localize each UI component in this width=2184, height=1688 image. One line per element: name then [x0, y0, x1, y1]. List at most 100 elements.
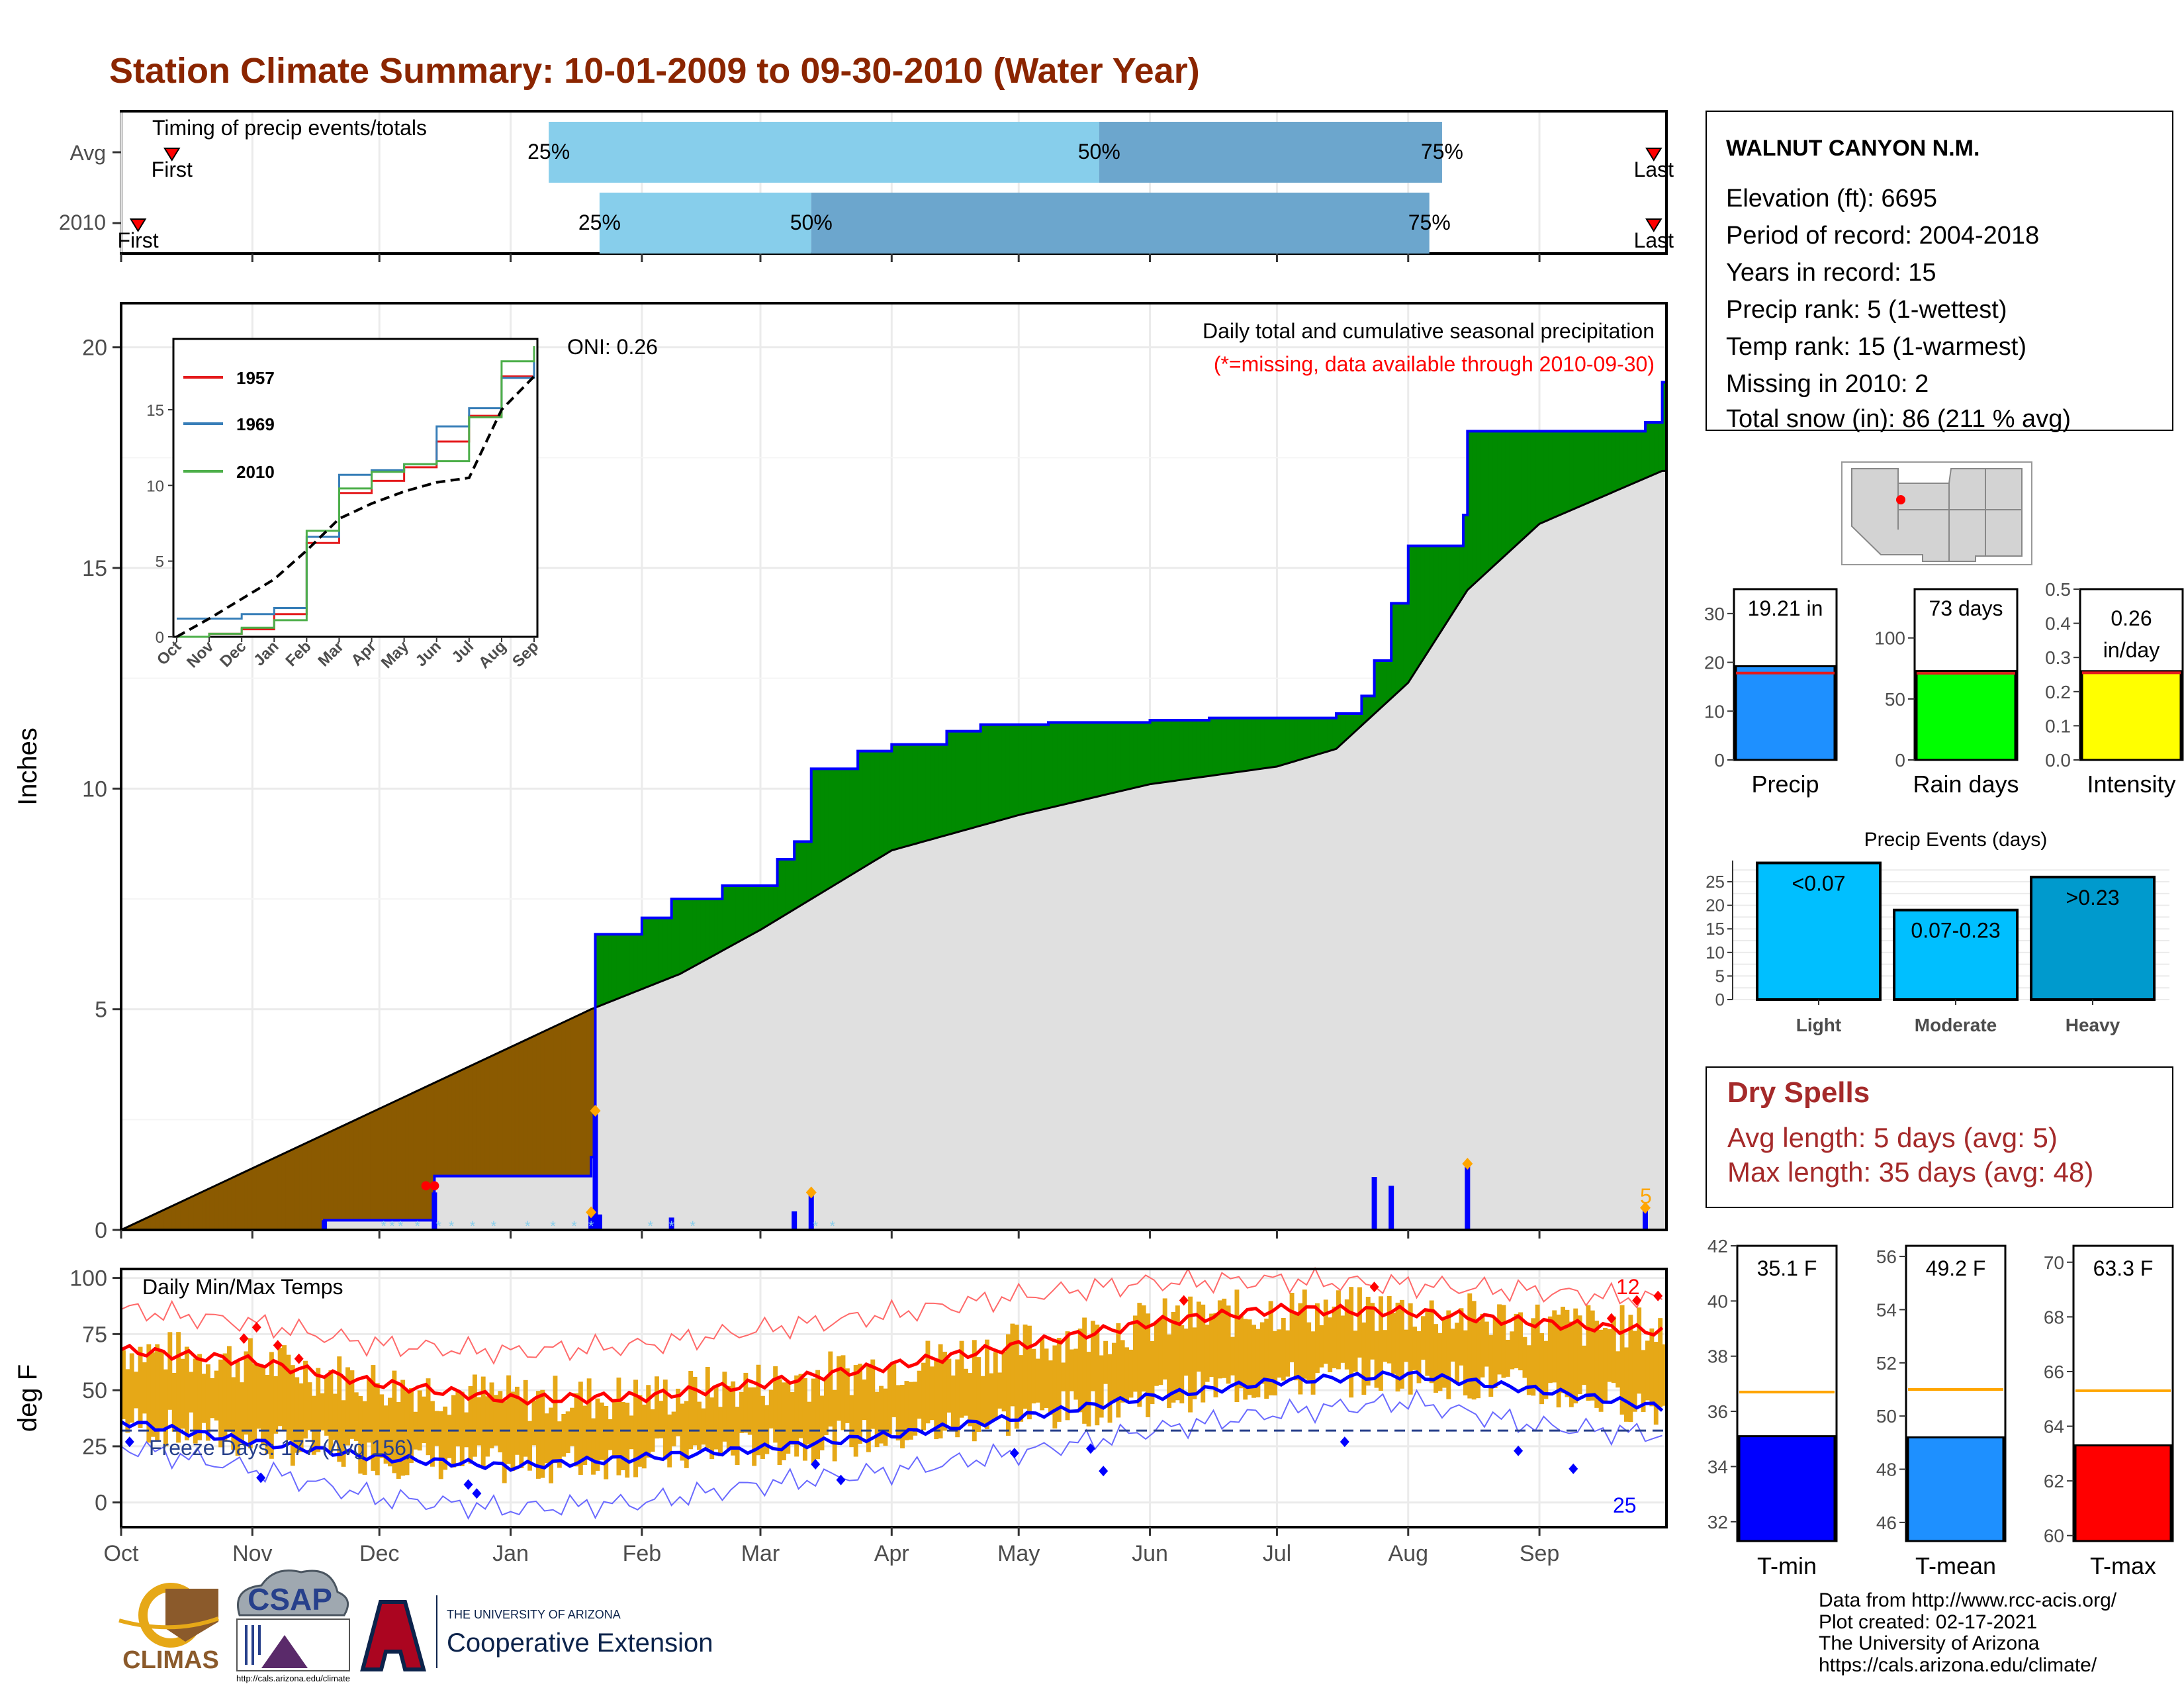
daily-temp-range-bar [1653, 1342, 1659, 1425]
daily-temp-range-bar [680, 1403, 685, 1461]
surplus-area [713, 898, 719, 957]
surplus-area [1399, 602, 1404, 692]
surplus-area [874, 751, 880, 862]
daily-temp-range-bar [823, 1378, 829, 1436]
events-xtick-label-0: Light [1796, 1015, 1841, 1035]
daily-temp-range-bar [768, 1389, 774, 1429]
mini-ytick-label: 20 [1704, 653, 1725, 673]
daily-temp-range-bar [1006, 1334, 1011, 1436]
trace-marker: * [690, 1218, 696, 1235]
daily-temp-range-bar [921, 1362, 926, 1430]
temp-value-label-1: 49.2 F [1926, 1256, 1986, 1280]
daily-temp-range-bar [1315, 1303, 1320, 1374]
climas-logo[interactable]: CLIMAS [118, 1583, 220, 1674]
daily-temp-range-bar [570, 1407, 575, 1446]
daily-temp-range-bar [561, 1413, 567, 1457]
university-of-arizona-logo[interactable]: THE UNIVERSITY OF ARIZONA Cooperative Ex… [360, 1595, 713, 1671]
deficit-area [396, 1098, 401, 1221]
csap-logo[interactable]: CSAP http://cals.arizona.edu/climate [236, 1570, 350, 1684]
daily-temp-range-bar [193, 1358, 198, 1444]
month-tick-label: Sep [1520, 1541, 1560, 1566]
daily-temp-range-bar [1196, 1301, 1201, 1372]
daily-temp-range-bar [468, 1385, 473, 1464]
daily-temp-range-bar [1628, 1315, 1633, 1423]
surplus-area [1120, 722, 1125, 792]
precip-count-label: 5 [1640, 1184, 1652, 1208]
deficit-area [527, 1036, 533, 1177]
surplus-area [959, 731, 964, 832]
daily-temp-range-bar [887, 1366, 892, 1434]
surplus-area [1569, 430, 1574, 512]
surplus-area [650, 917, 655, 986]
daily-temp-range-bar [535, 1391, 541, 1479]
daily-temp-range-bar [417, 1390, 422, 1451]
surplus-area [1594, 430, 1600, 501]
timing-label: Timing of precip events/totals [152, 116, 427, 140]
daily-temp-range-bar [256, 1364, 261, 1429]
surplus-area [1179, 720, 1185, 781]
station-snow: Total snow (in): 86 (211 % avg) [1726, 405, 2071, 433]
daily-temp-range-bar [163, 1369, 168, 1446]
precip-ytick-label: 5 [95, 998, 107, 1023]
mini-value-label-1: 73 days [1929, 596, 2003, 620]
daily-temp-range-bar [155, 1344, 160, 1441]
surplus-area [658, 917, 664, 983]
record-low-marker [1569, 1463, 1578, 1474]
daily-temp-range-bar [1399, 1299, 1404, 1389]
daily-temp-range-bar [832, 1389, 837, 1462]
station-elevation: Elevation (ft): 6695 [1726, 185, 1937, 212]
surplus-area [654, 917, 659, 985]
events-ytick-label: 0 [1715, 990, 1725, 1009]
precip-ytick-label: 20 [82, 336, 107, 361]
temp-axis-label-1: T-mean [1915, 1552, 1996, 1579]
timing-last-marker-1 [1645, 218, 1662, 232]
surplus-area [1035, 724, 1040, 812]
surplus-area [827, 768, 833, 890]
month-tick-label: Jun [1132, 1541, 1168, 1566]
surplus-area [599, 933, 604, 1007]
missing-marker [421, 1181, 431, 1191]
daily-temp-range-bar [1637, 1307, 1642, 1394]
daily-temp-range-bar [1535, 1304, 1540, 1387]
daily-temp-range-bar [1171, 1312, 1176, 1403]
daily-temp-range-bar [1010, 1323, 1015, 1407]
daily-temp-range-bar [1192, 1327, 1197, 1399]
daily-temp-range-bar [1383, 1330, 1388, 1362]
footer-credits: Data from http://www.rcc-acis.org/ Plot … [1819, 1589, 2117, 1676]
deficit-area [171, 1203, 177, 1231]
deficit-area [489, 1054, 494, 1177]
surplus-area [950, 731, 956, 835]
daily-temp-range-bar [1501, 1305, 1506, 1378]
mini-ytick-label: 0 [1895, 750, 1905, 771]
daily-temp-range-bar [434, 1411, 439, 1446]
daily-temp-range-bar [1539, 1333, 1544, 1405]
surplus-area [1187, 720, 1193, 780]
deficit-area [574, 1014, 579, 1177]
surplus-area [1018, 724, 1024, 816]
record-high-marker [251, 1322, 261, 1333]
surplus-area [1154, 720, 1159, 784]
daily-temp-range-bar [565, 1411, 570, 1454]
daily-temp-range-bar [353, 1392, 359, 1441]
surplus-area [1166, 720, 1172, 782]
temp-bar-ytick-label: 42 [1707, 1236, 1728, 1256]
surplus-area [1132, 722, 1138, 789]
daily-temp-range-bar [472, 1374, 477, 1457]
daily-temp-range-bar [1065, 1331, 1070, 1421]
month-tick-label: Feb [623, 1541, 662, 1566]
daily-temp-range-bar [201, 1374, 206, 1423]
daily-temp-range-bar [743, 1372, 749, 1433]
dry-spells-box: Dry Spells Avg length: 5 days (avg: 5) M… [1706, 1066, 2173, 1208]
daily-temp-range-bar [298, 1383, 304, 1452]
daily-temp-range-bar [1561, 1307, 1565, 1393]
daily-temp-range-bar [341, 1400, 346, 1467]
daily-temp-range-bar [1510, 1331, 1515, 1370]
record-high-marker [1179, 1295, 1189, 1306]
timing-first-marker-1 [129, 218, 147, 232]
surplus-area [1437, 545, 1443, 638]
daily-temp-range-bar [277, 1348, 283, 1427]
max-count: 12 [1616, 1275, 1640, 1299]
record-low-marker [1514, 1445, 1524, 1456]
daily-temp-range-bar [1425, 1310, 1430, 1376]
mini-bar-precip [1735, 665, 1836, 761]
